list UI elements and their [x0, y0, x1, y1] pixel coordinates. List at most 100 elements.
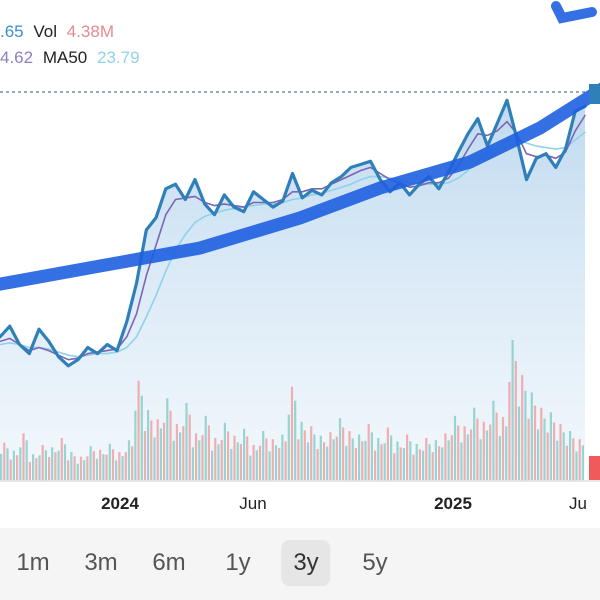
- volume-bar: [185, 403, 188, 480]
- volume-bar: [361, 441, 364, 480]
- volume-bar: [434, 440, 437, 480]
- volume-bar: [79, 456, 83, 480]
- volume-bar: [268, 451, 271, 480]
- x-label-ju: Ju: [569, 494, 587, 513]
- volume-bar: [236, 442, 239, 480]
- volume-bar: [450, 435, 453, 480]
- volume-bar: [505, 426, 508, 480]
- volume-bar: [409, 441, 412, 480]
- volume-bar: [38, 455, 41, 480]
- legend-vol-value: 4.38M: [66, 22, 114, 41]
- volume-bar: [86, 456, 89, 480]
- volume-bar: [121, 456, 124, 480]
- volume-bar: [89, 446, 92, 480]
- volume-bar: [127, 440, 131, 480]
- volume-bar: [319, 435, 322, 480]
- volume-bar: [227, 431, 230, 480]
- volume-bar: [150, 420, 153, 480]
- volume-bar: [239, 444, 242, 480]
- volume-bar: [51, 447, 54, 480]
- volume-bar: [191, 447, 194, 480]
- volume-bar: [476, 418, 479, 480]
- volume-bar: [562, 432, 565, 480]
- legend-ma-value: 4.62: [0, 48, 34, 67]
- volume-bar: [274, 445, 278, 480]
- volume-bar: [35, 458, 38, 480]
- volume-bar: [57, 450, 60, 480]
- volume-bar: [137, 380, 140, 480]
- volume-bar: [479, 439, 482, 480]
- volume-marker-badge: [589, 456, 600, 480]
- volume-bar: [195, 433, 198, 480]
- volume-bar: [559, 424, 562, 480]
- volume-bar: [428, 444, 431, 480]
- volume-bar: [252, 445, 255, 480]
- volume-bar: [284, 441, 287, 480]
- volume-bar: [207, 425, 210, 480]
- volume-bar: [374, 450, 377, 480]
- volume-bar: [134, 410, 137, 480]
- volume-bar: [444, 433, 447, 480]
- range-5y-button[interactable]: 5y: [362, 549, 388, 576]
- volume-bar: [453, 415, 457, 480]
- volume-bar: [524, 390, 527, 481]
- x-label-jun: Jun: [239, 494, 267, 513]
- range-1m-button[interactable]: 1m: [16, 549, 50, 576]
- legend-ma50-label: MA50: [42, 48, 88, 67]
- volume-bar: [521, 375, 524, 480]
- volume-bar: [159, 428, 162, 480]
- volume-bar: [316, 449, 319, 480]
- volume-bar: [271, 439, 274, 480]
- volume-bar: [217, 444, 220, 480]
- volume-bar: [76, 463, 79, 480]
- volume-bar: [22, 433, 25, 480]
- price-area-fill: [0, 100, 585, 482]
- volume-bar: [463, 426, 466, 480]
- range-1y-button[interactable]: 1y: [225, 549, 251, 576]
- range-3y-button[interactable]: 3y: [281, 540, 331, 586]
- volume-bar: [16, 455, 19, 480]
- volume-bar: [383, 443, 386, 481]
- volume-bar: [511, 340, 514, 480]
- volume-bar: [70, 452, 73, 480]
- volume-bar: [246, 436, 249, 480]
- volume-bar: [329, 432, 332, 480]
- volume-bar: [287, 414, 290, 480]
- volume-bar: [147, 410, 150, 480]
- volume-bar: [92, 451, 95, 480]
- volume-bar: [380, 444, 383, 480]
- range-3m-button[interactable]: 3m: [84, 549, 118, 576]
- volume-bar: [6, 448, 9, 480]
- volume-bar: [166, 398, 169, 480]
- volume-bar: [67, 460, 70, 480]
- volume-bar: [175, 424, 178, 480]
- volume-bar: [60, 438, 63, 480]
- volume-bar: [351, 438, 354, 481]
- range-6m-button[interactable]: 6m: [152, 549, 186, 576]
- volume-bar: [527, 418, 530, 480]
- volume-bar: [556, 440, 559, 480]
- volume-bar: [12, 450, 15, 480]
- volume-bar: [188, 414, 191, 480]
- volume-bar: [485, 430, 489, 480]
- volume-bar: [44, 450, 47, 481]
- volume-bar: [335, 436, 338, 480]
- volume-bar: [412, 454, 415, 480]
- volume-bar: [358, 434, 361, 480]
- price-marker-badge: [589, 84, 600, 104]
- volume-bar: [303, 430, 306, 480]
- volume-bar: [118, 452, 121, 480]
- volume-bar: [230, 449, 233, 480]
- volume-bar: [115, 460, 118, 480]
- volume-bar: [549, 412, 552, 480]
- volume-bar: [402, 448, 405, 480]
- annotation-corner-stroke: [551, 1, 597, 24]
- volume-bar: [348, 431, 351, 480]
- volume-bar: [354, 448, 357, 480]
- volume-bar: [393, 453, 396, 480]
- volume-bar: [370, 432, 373, 480]
- volume-bar: [258, 445, 262, 480]
- volume-bar: [313, 434, 316, 480]
- volume-bar: [278, 448, 281, 480]
